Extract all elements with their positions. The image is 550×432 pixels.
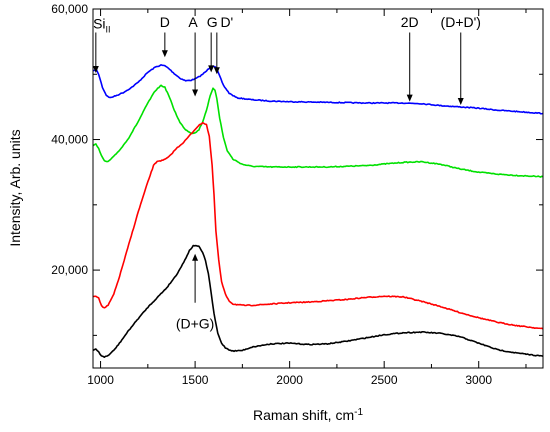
x-tick-label: 1000	[87, 373, 114, 387]
plot-area-frame	[92, 8, 544, 369]
series-layer	[93, 64, 543, 358]
annotation-label: SiII	[93, 15, 110, 34]
y-axis-title: Intensity, Arb. units	[7, 129, 23, 246]
annotation-arrow-head	[457, 97, 464, 105]
annotation-label: 2D	[401, 14, 419, 30]
annotation-label: (D+D')	[441, 14, 481, 30]
annotation-label: D'	[220, 14, 233, 30]
annotation-arrow-head	[92, 65, 99, 73]
annotation-arrow-head	[161, 50, 168, 58]
x-tick-label: 2500	[371, 373, 398, 387]
peak-annotations: SiII D A G D' 2D (D+D') (D+G)	[92, 14, 481, 332]
annotation-arrow-head	[208, 65, 215, 73]
x-axis-title: Raman shift, cm-1	[253, 407, 363, 424]
annotation-arrow-head	[192, 89, 199, 97]
series-line-2	[93, 84, 543, 178]
annotation-arrow-head	[406, 94, 413, 102]
y-tick-label: 60,000	[51, 2, 88, 16]
annotation-label: G	[207, 14, 218, 30]
x-tick-label: 3000	[465, 373, 492, 387]
x-tick-label: 1500	[182, 373, 209, 387]
series-line-1	[93, 64, 543, 115]
series-line-4	[93, 244, 543, 358]
annotation-label: A	[188, 14, 198, 30]
y-tick-label: 20,000	[51, 263, 88, 277]
annotation-label: D	[160, 14, 170, 30]
annotation-label: (D+G)	[176, 316, 215, 332]
y-tick-label: 40,000	[51, 133, 88, 147]
x-tick-label: 2000	[276, 373, 303, 387]
annotation-arrow-head	[192, 253, 199, 261]
series-line-3	[93, 121, 543, 330]
x-axis: 1000 1500 2000 2500 3000	[87, 9, 527, 387]
annotation-arrow-head	[213, 67, 220, 75]
y-axis: 20,000 40,000 60,000	[51, 2, 543, 336]
